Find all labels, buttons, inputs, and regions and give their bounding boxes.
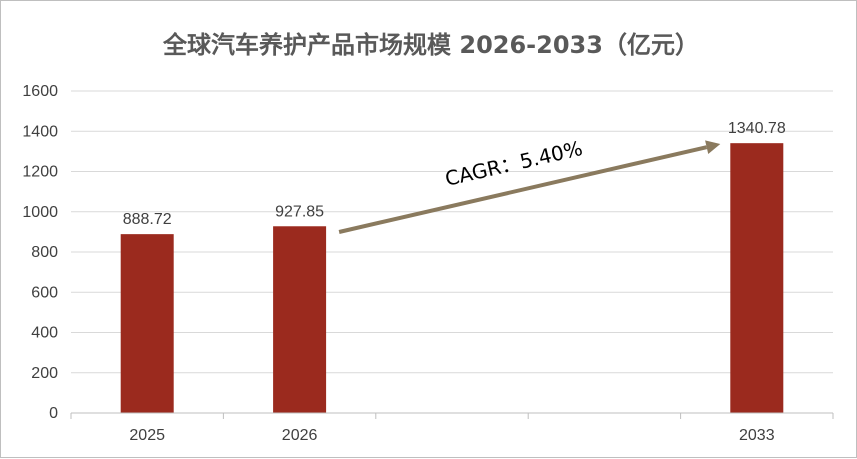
- y-tick-label: 1600: [22, 83, 58, 100]
- bar: [273, 226, 327, 413]
- axes: 0 200 400 600 800 1000 1200 1400 1600 2025 2026 203…: [22, 83, 834, 444]
- y-tick-label: 1200: [22, 164, 58, 181]
- y-tick-label: 600: [31, 284, 58, 301]
- bar-value-label: 1340.78: [728, 120, 786, 137]
- bar: [730, 143, 784, 413]
- y-tick-label: 0: [49, 405, 58, 422]
- cagr-arrow-line: [338, 145, 708, 234]
- bar-value-label: 927.85: [275, 203, 324, 220]
- y-tick-label: 800: [31, 244, 58, 261]
- x-tick-label: 2026: [282, 427, 318, 444]
- gridlines: [71, 90, 833, 374]
- y-tick-label: 1400: [22, 123, 58, 140]
- x-tick-label: 2033: [739, 427, 775, 444]
- data-labels: 888.72 927.85 1340.78: [123, 120, 786, 228]
- y-tick-label: 200: [31, 365, 58, 382]
- cagr-arrowhead: [705, 140, 721, 154]
- x-tick-label: 2025: [129, 427, 165, 444]
- y-tick-label: 400: [31, 325, 58, 342]
- y-tick-label: 1000: [22, 204, 58, 221]
- bar: [120, 234, 174, 413]
- bar-value-label: 888.72: [123, 211, 172, 228]
- chart-title: 全球汽车养护产品市场规模 2026-2033（亿元）: [162, 31, 699, 59]
- cagr-label: CAGR：5.40%: [443, 136, 585, 191]
- cagr-annotation: CAGR：5.40%: [338, 136, 721, 234]
- bars: [120, 143, 784, 413]
